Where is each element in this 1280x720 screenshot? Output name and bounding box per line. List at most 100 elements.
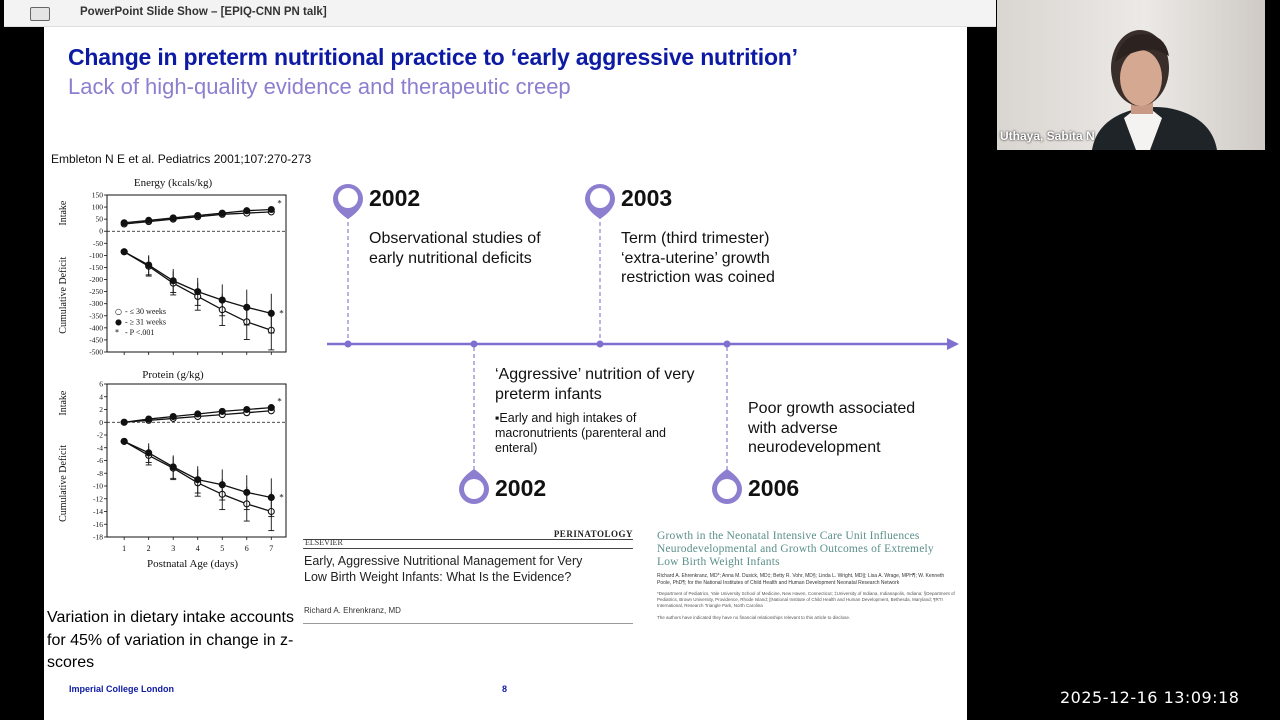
divider [303, 539, 633, 540]
y-tick-label: -18 [93, 533, 103, 542]
y-tick-label: 50 [96, 215, 104, 224]
data-point [194, 410, 202, 418]
y-axis-label-deficit: Cumulative Deficit [58, 257, 69, 334]
timeline-year: 2006 [748, 475, 800, 501]
window-titlebar[interactable]: PowerPoint Slide Show – [EPIQ-CNN PN tal… [4, 0, 996, 27]
participant-video-image [1092, 30, 1217, 150]
reference-title: Growth in the Neonatal Intensive Care Un… [657, 530, 934, 568]
y-axis-label-intake: Intake [58, 390, 69, 416]
presentation-window-icon [30, 7, 50, 21]
data-point [218, 407, 226, 415]
y-tick-label: -100 [89, 251, 103, 260]
timeline-pin-icon [585, 184, 615, 219]
data-point [267, 205, 275, 214]
energy-chart-plot: 150 100 50 0 -50 -100 -150 -200 -250 -300 -350 -400… [58, 191, 287, 356]
y-tick-label: -450 [89, 335, 103, 344]
timeline-pin-icon [333, 184, 363, 219]
timeline-event-text: Observational studies of early nutrition… [369, 230, 541, 267]
reference-note: The authors have indicated they have no … [657, 615, 851, 620]
data-point [243, 207, 251, 215]
page-number: 8 [502, 684, 508, 694]
y-tick-label: -50 [93, 239, 103, 248]
divider [303, 623, 633, 624]
y-tick-label: -16 [93, 520, 103, 529]
data-point [218, 296, 226, 304]
data-point [120, 219, 128, 227]
data-point [267, 309, 275, 317]
y-tick-label: -250 [89, 287, 103, 296]
timeline-year: 2003 [621, 185, 673, 211]
y-tick-label: 0 [99, 418, 103, 427]
x-tick-label: 6 [245, 544, 249, 553]
plot-frame [106, 194, 287, 353]
y-tick-label: 6 [99, 380, 103, 389]
legend-label: - ≤ 30 weeks [125, 307, 166, 316]
reference-authors: Richard A. Ehrenkranz, MD*; Anna M. Dusi… [657, 573, 945, 586]
legend-label: - P <.001 [125, 328, 154, 337]
y-tick-label: 150 [92, 191, 104, 200]
data-point [243, 488, 251, 496]
y-tick-label: -12 [93, 494, 103, 503]
y-tick-label: -400 [89, 323, 103, 332]
x-tick-label: 3 [171, 544, 175, 553]
timeline-event-text: Term (third trimester) ‘extra-uterine’ g… [621, 230, 775, 286]
data-point [120, 418, 128, 426]
y-tick-label: -8 [97, 469, 103, 478]
y-axis-label-intake: Intake [58, 200, 69, 226]
data-point [120, 437, 128, 445]
y-tick-label: 2 [99, 405, 103, 414]
x-tick-label: 4 [196, 544, 200, 553]
x-tick-label: 1 [122, 544, 126, 553]
timeline-event-text: Poor growth associated with adverse neur… [748, 400, 916, 456]
significance-marker: * [277, 198, 282, 208]
publisher-logo: ELSEVIER [305, 538, 343, 547]
variation-note: Variation in dietary intake accounts for… [47, 609, 294, 671]
data-point [145, 261, 153, 269]
y-tick-label: -2 [97, 431, 103, 440]
data-point [267, 404, 275, 412]
window-title: PowerPoint Slide Show – [EPIQ-CNN PN tal… [80, 6, 327, 18]
data-point [120, 248, 128, 256]
reference-author: Richard A. Ehrenkranz, MD [304, 606, 401, 615]
timeline-arrow [947, 338, 959, 350]
y-tick-label: -200 [89, 275, 103, 284]
divider [303, 548, 633, 549]
data-point [194, 476, 202, 484]
protein-chart-plot: 6 4 2 0 -2 -4 -6 -8 -10 -12 -14 -16 -18 1 2 3 4 5 6 7 Intake… [58, 380, 287, 553]
y-tick-label: -500 [89, 348, 103, 356]
data-point [169, 412, 177, 421]
timeline-pin-icon [459, 469, 489, 504]
citation: Embleton N E et al. Pediatrics 2001;107:… [51, 152, 312, 166]
timeline-pin-icon [712, 469, 742, 504]
timeline-year: 2002 [369, 185, 421, 211]
chart-title: Protein (g/kg) [142, 369, 204, 381]
data-point [169, 463, 177, 471]
timeline-tick [344, 340, 731, 348]
data-point [145, 449, 153, 457]
data-point [169, 214, 177, 222]
y-tick-label: -150 [89, 263, 103, 272]
legend-symbol: ○ [115, 307, 122, 316]
y-axis-label-deficit: Cumulative Deficit [58, 445, 69, 522]
data-point [218, 481, 226, 489]
timeline-year: 2002 [495, 475, 547, 501]
slide-title: Change in preterm nutritional practice t… [68, 44, 798, 70]
footer-institution: Imperial College London [69, 684, 175, 694]
y-tick-label: -10 [93, 482, 103, 491]
y-tick-label: -300 [89, 299, 103, 308]
data-point [243, 303, 251, 311]
slide[interactable]: Change in preterm nutritional practice t… [44, 27, 967, 720]
timeline-event-text: ‘Aggressive’ nutrition of very preterm i… [495, 366, 695, 403]
legend-symbol: ● [115, 318, 122, 327]
x-tick-label: 5 [220, 544, 224, 553]
x-axis-label: Postnatal Age (days) [147, 558, 239, 570]
timeline-event-bullet: ▪Early and high intakes of macronutrient… [495, 411, 666, 455]
data-point [169, 277, 177, 285]
reference-ehrenkranz-2003: PERINATOLOGY ELSEVIER Early, Aggressive … [303, 529, 633, 624]
data-point [267, 493, 275, 502]
y-tick-label: -14 [93, 507, 103, 516]
participant-video-tile[interactable]: Uthaya, Sabita N [997, 0, 1265, 150]
y-tick-label: 4 [99, 392, 103, 401]
y-tick-label: 100 [92, 203, 104, 212]
x-tick-label: 2 [147, 544, 151, 553]
